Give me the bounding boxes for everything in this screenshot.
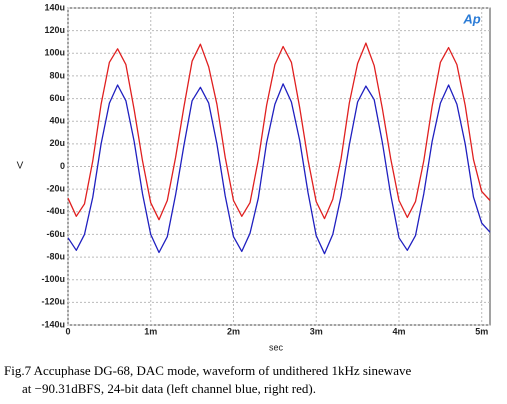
y-axis-label: V <box>17 161 24 172</box>
x-axis-label: sec <box>269 342 284 352</box>
x-tick-label: 3m <box>310 326 323 336</box>
y-tick-label: -20u <box>46 184 65 194</box>
y-tick-label: -140u <box>41 319 65 329</box>
y-tick-label: -100u <box>41 274 65 284</box>
caption-line: Fig.7 Accuphase DG-68, DAC mode, wavefor… <box>4 363 411 378</box>
x-tick-label: 2m <box>227 326 240 336</box>
y-tick-label: 20u <box>49 138 65 148</box>
logo: Ap <box>462 11 480 26</box>
x-tick-label: 5m <box>475 326 488 336</box>
x-tick-label: 0 <box>65 326 70 336</box>
y-tick-label: 0 <box>60 161 65 171</box>
y-tick-label: 80u <box>49 70 65 80</box>
y-tick-label: 60u <box>49 93 65 103</box>
series-line <box>67 83 491 255</box>
y-tick-label: -40u <box>46 206 65 216</box>
y-tick-label: -120u <box>41 297 65 307</box>
y-tick-label: 120u <box>44 25 65 35</box>
y-tick-label: -80u <box>46 251 65 261</box>
x-tick-label: 4m <box>392 326 405 336</box>
y-tick-label: 100u <box>44 48 65 58</box>
x-tick-label: 1m <box>144 326 157 336</box>
caption-line: at −90.31dBFS, 24-bit data (left channel… <box>22 381 316 396</box>
y-tick-label: 40u <box>49 116 65 126</box>
y-tick-label: 140u <box>44 2 65 12</box>
series-line <box>67 42 491 221</box>
y-tick-label: -60u <box>46 229 65 239</box>
logo-box <box>458 10 486 30</box>
